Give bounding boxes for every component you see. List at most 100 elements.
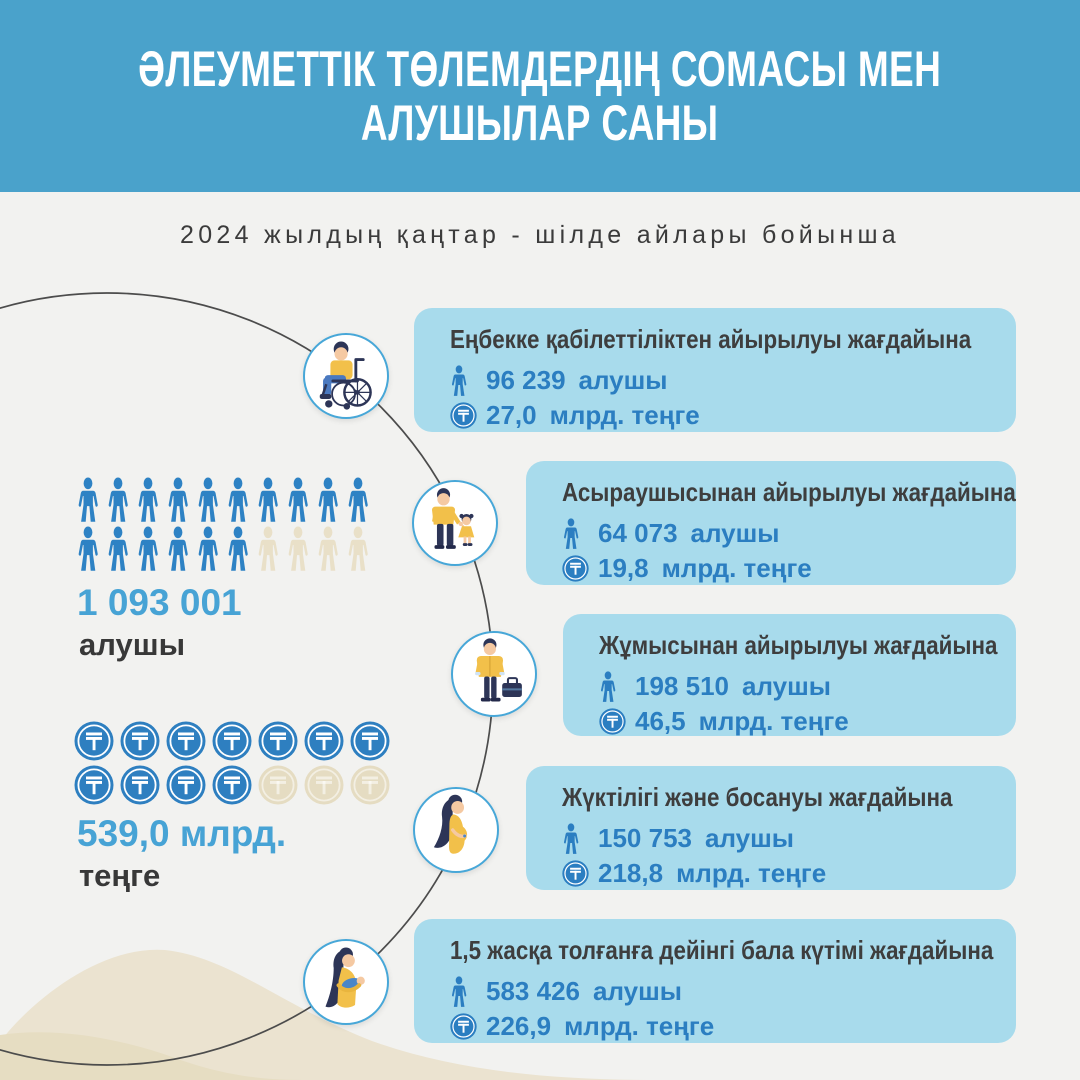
mountain-shape-dark: [0, 1032, 310, 1080]
person-icon-empty: [286, 526, 313, 571]
person-icon-empty: [316, 526, 343, 571]
recipients-pictograph: [76, 477, 373, 571]
amount-value: 218,8: [598, 857, 664, 888]
tenge-coin-icon: [450, 402, 486, 429]
tenge-coin-icon: [212, 721, 255, 761]
person-icon: [286, 477, 313, 522]
amount-value: 27,0: [486, 399, 537, 430]
tenge-coin-icon: [166, 721, 209, 761]
header-banner: ӘЛЕУМЕТТІК ТӨЛЕМДЕРДІҢ СОМАСЫ МЕН АЛУШЫЛ…: [0, 0, 1080, 192]
person-icon: [196, 526, 223, 571]
amount-label: млрд. теңге: [564, 1010, 715, 1041]
total-recipients-label: алушы: [79, 627, 186, 662]
amount-label: млрд. теңге: [698, 705, 849, 736]
page-title: ӘЛЕУМЕТТІК ТӨЛЕМДЕРДІҢ СОМАСЫ МЕН АЛУШЫЛ…: [138, 41, 942, 151]
amount-row: 226,9 млрд. теңге: [450, 1010, 998, 1042]
recipients-label: алушы: [704, 822, 794, 853]
person-icon: [196, 477, 223, 522]
person-icon-empty: [346, 526, 373, 571]
person-icon: [136, 526, 163, 571]
amount-row: 27,0 млрд. теңге: [450, 399, 998, 431]
card-title: 1,5 жасқа толғанға дейінгі бала күтімі ж…: [450, 935, 994, 965]
father-with-child-icon: [412, 480, 498, 566]
mother-with-baby-icon: [303, 939, 389, 1025]
man-with-briefcase-icon: [451, 631, 537, 717]
benefit-card-maternity: Жүктілігі және босануы жағдайына 150 753…: [526, 766, 1016, 890]
total-amount-value: 539,0 млрд.: [77, 813, 287, 854]
person-icon: [256, 477, 283, 522]
recipients-value: 583 426: [486, 975, 580, 1006]
person-icon: [106, 477, 133, 522]
card-title: Жүктілігі және босануы жағдайына: [562, 782, 953, 812]
person-icon: [316, 477, 343, 522]
person-icon-empty: [256, 526, 283, 571]
benefit-card-disability: Еңбекке қабілеттіліктен айырылуы жағдайы…: [414, 308, 1016, 432]
recipients-label: алушы: [592, 975, 682, 1006]
tenge-coin-icon: [304, 721, 347, 761]
person-icon: [346, 477, 373, 522]
person-icon: [450, 976, 486, 1007]
tenge-coin-icon: [258, 721, 301, 761]
person-icon: [106, 526, 133, 571]
amount-label: млрд. теңге: [661, 552, 812, 583]
recipients-row: 198 510 алушы: [599, 670, 998, 702]
person-icon: [76, 477, 103, 522]
card-title: Асыраушысынан айырылуы жағдайына: [562, 477, 1016, 507]
amount-pictograph: [74, 721, 393, 805]
person-icon: [599, 671, 635, 702]
tenge-coin-icon: [562, 555, 598, 582]
amount-label: млрд. теңге: [549, 399, 700, 430]
benefit-card-childcare: 1,5 жасқа толғанға дейінгі бала күтімі ж…: [414, 919, 1016, 1043]
benefit-card-job-loss: Жұмысынан айырылуы жағдайына 198 510 алу…: [563, 614, 1016, 736]
tenge-coin-icon-empty: [304, 765, 347, 805]
amount-row: 46,5 млрд. теңге: [599, 705, 998, 737]
tenge-coin-icon-empty: [258, 765, 301, 805]
person-in-wheelchair-icon: [303, 333, 389, 419]
person-icon: [166, 477, 193, 522]
person-icon: [562, 518, 598, 549]
person-icon: [450, 365, 486, 396]
recipients-value: 150 753: [598, 822, 692, 853]
tenge-coin-icon: [562, 860, 598, 887]
recipients-row: 64 073 алушы: [562, 517, 998, 549]
recipients-label: алушы: [690, 517, 780, 548]
pregnant-woman-icon: [413, 787, 499, 873]
tenge-coin-icon: [450, 1013, 486, 1040]
recipients-row: 150 753 алушы: [562, 822, 998, 854]
recipients-row: 96 239 алушы: [450, 364, 998, 396]
total-amount-label: теңге: [79, 858, 161, 893]
amount-row: 218,8 млрд. теңге: [562, 857, 998, 889]
amount-value: 19,8: [598, 552, 649, 583]
tenge-coin-icon: [212, 765, 255, 805]
tenge-coin-icon: [599, 708, 635, 735]
recipients-row: 583 426 алушы: [450, 975, 998, 1007]
person-icon: [562, 823, 598, 854]
card-title: Еңбекке қабілеттіліктен айырылуы жағдайы…: [450, 324, 972, 354]
person-icon: [166, 526, 193, 571]
recipients-value: 96 239: [486, 364, 566, 395]
recipients-value: 64 073: [598, 517, 678, 548]
tenge-coin-icon: [120, 721, 163, 761]
tenge-coin-icon-empty: [350, 765, 393, 805]
person-icon: [136, 477, 163, 522]
amount-row: 19,8 млрд. теңге: [562, 552, 998, 584]
card-title: Жұмысынан айырылуы жағдайына: [599, 630, 998, 660]
tenge-coin-icon: [120, 765, 163, 805]
benefit-card-breadwinner-loss: Асыраушысынан айырылуы жағдайына 64 073 …: [526, 461, 1016, 585]
person-icon: [226, 477, 253, 522]
recipients-value: 198 510: [635, 670, 729, 701]
period-subtitle: 2024 жылдың қаңтар - шілде айлары бойынш…: [179, 221, 901, 249]
person-icon: [76, 526, 103, 571]
mountain-shape-light: [0, 949, 660, 1080]
tenge-coin-icon: [74, 721, 117, 761]
amount-label: млрд. теңге: [676, 857, 827, 888]
tenge-coin-icon: [74, 765, 117, 805]
total-recipients-value: 1 093 001: [77, 582, 242, 623]
person-icon: [226, 526, 253, 571]
tenge-coin-icon: [166, 765, 209, 805]
recipients-label: алушы: [741, 670, 831, 701]
recipients-label: алушы: [578, 364, 668, 395]
amount-value: 46,5: [635, 705, 686, 736]
tenge-coin-icon: [350, 721, 393, 761]
